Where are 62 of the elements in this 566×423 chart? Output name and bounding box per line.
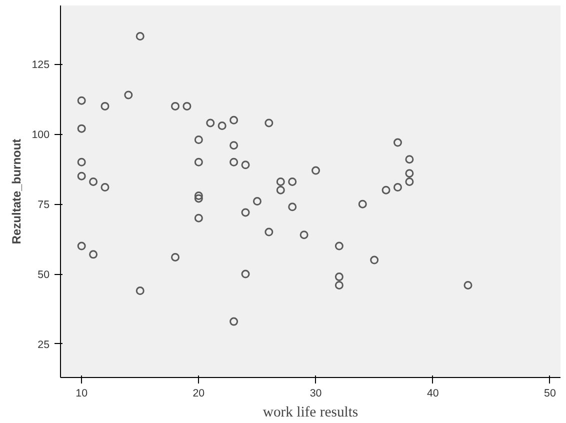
point: [276, 186, 285, 194]
point: [182, 102, 192, 110]
point: [405, 177, 414, 186]
point: [89, 250, 98, 259]
point: [194, 214, 203, 222]
point: [393, 183, 402, 192]
point: [100, 183, 110, 192]
point: [264, 118, 274, 128]
point: [194, 136, 203, 144]
point: [77, 96, 86, 105]
y-tick-label: 125: [32, 59, 50, 72]
point: [194, 158, 203, 166]
point: [358, 200, 367, 208]
point: [124, 90, 133, 100]
point: [206, 118, 215, 128]
point: [464, 280, 472, 290]
point: [77, 124, 86, 133]
point: [77, 158, 86, 166]
point: [171, 102, 180, 110]
point: [230, 116, 238, 124]
y-tick-label: 75: [38, 199, 50, 212]
x-tick-label: 20: [192, 388, 205, 400]
point: [218, 122, 226, 130]
point: [370, 256, 379, 264]
point: [100, 102, 110, 110]
point: [334, 272, 344, 282]
point: [288, 202, 297, 212]
y-tick-label: 50: [38, 269, 50, 282]
point: [230, 141, 238, 150]
x-tick-label: 30: [310, 388, 322, 400]
point: [405, 169, 414, 178]
y-axis-title: Rezultate_burnout: [10, 138, 24, 244]
point: [252, 197, 262, 206]
point: [288, 177, 297, 186]
point: [230, 317, 238, 326]
point: [300, 230, 308, 240]
point: [194, 191, 203, 200]
x-tick-label: 50: [544, 388, 556, 400]
point: [194, 194, 203, 203]
y-tick-label: 25: [38, 338, 50, 351]
point: [393, 138, 402, 147]
point: [241, 270, 250, 278]
point: [405, 155, 414, 164]
x-tick-label: 40: [426, 388, 439, 400]
x-axis-title: work life results: [262, 404, 358, 420]
point: [334, 242, 344, 250]
point: [230, 158, 238, 166]
point: [77, 172, 86, 180]
point: [334, 280, 344, 290]
point: [136, 32, 144, 41]
point: [77, 242, 86, 250]
point: [264, 228, 274, 236]
point: [276, 177, 285, 186]
point: [312, 166, 320, 175]
x-tick-label: 10: [76, 388, 88, 400]
point: [382, 186, 390, 194]
point: [89, 177, 98, 186]
point: [241, 208, 250, 217]
point: [241, 160, 250, 170]
y-tick-label: 100: [32, 129, 50, 142]
point: [171, 252, 180, 262]
point: [136, 286, 144, 296]
